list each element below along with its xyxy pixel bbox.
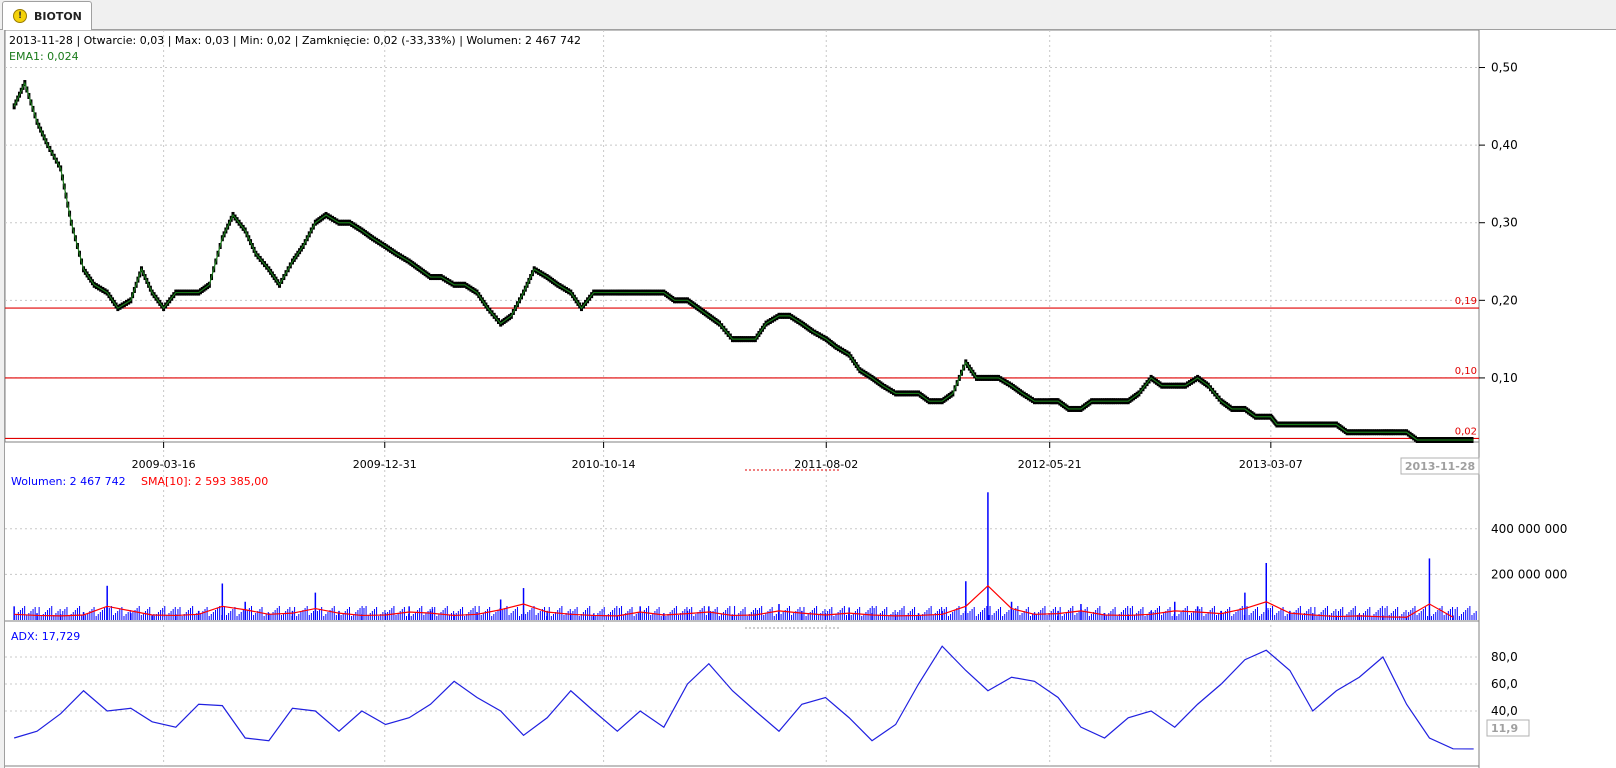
support-line-label: 0,02 [1455,426,1477,437]
info-volume: Wolumen: 2 467 742 [466,34,581,47]
x-tick-label: 2009-12-31 [353,458,417,471]
price-y-tick: 0,10 [1491,371,1518,385]
ema-line [13,81,1474,441]
x-tick-label: 2010-10-14 [572,458,636,471]
adx-y-tick: 80,0 [1491,650,1518,664]
price-series [12,80,1474,443]
volume-y-tick: 400 000 000 [1491,522,1567,536]
cursor-date: 2013-11-28 [1405,460,1475,473]
adx-line [13,645,1474,750]
support-line-label: 0,10 [1455,366,1477,377]
info-low: Min: 0,02 [240,34,291,47]
support-line-label: 0,19 [1455,296,1477,307]
x-tick-label: 2011-08-02 [794,458,858,471]
info-open: Otwarcie: 0,03 [84,34,165,47]
info-high: Max: 0,03 [175,34,229,47]
adx-label: ADX: 17,729 [11,630,80,643]
warning-icon: ! [13,9,27,23]
cursor-date-box [1400,457,1480,475]
volume-y-tick: 200 000 000 [1491,567,1567,581]
stock-chart[interactable]: 0,19 0,10 0,02 0,50 0,40 0,30 0,20 0,10 400 000… [5,30,1616,768]
adx-current-box [1486,719,1530,737]
y-axis-ticks: 0,50 0,40 0,30 0,20 0,10 400 000 000 200 000 0… [1479,61,1567,718]
ema-label: EMA1: 0,024 [9,50,79,63]
price-y-tick: 0,50 [1491,61,1518,75]
info-date: 2013-11-28 [9,34,73,47]
x-axis-ticks: 2009-03-16 2009-12-31 2010-10-14 2011-08-02… [132,442,1303,471]
tab-bioton[interactable]: ! BIOTON [2,1,92,30]
volume-label: Wolumen: 2 467 742 [11,475,126,488]
price-panel-frame [5,30,1480,443]
adx-y-tick: 40,0 [1491,704,1518,718]
x-tick-label: 2012-05-21 [1018,458,1082,471]
price-y-tick: 0,30 [1491,216,1518,230]
tab-bar: ! BIOTON [0,0,1616,30]
info-close: Zamknięcie: 0,02 (-33,33%) [302,34,456,47]
price-y-tick: 0,20 [1491,293,1518,307]
support-lines: 0,19 0,10 0,02 [5,296,1479,440]
sma-line [14,584,1454,618]
x-tick-label: 2009-03-16 [132,458,196,471]
adx-y-tick: 60,0 [1491,677,1518,691]
x-tick-label: 2013-03-07 [1239,458,1303,471]
price-info: 2013-11-28 | Otwarcie: 0,03 | Max: 0,03 … [9,34,581,47]
adx-current: 11,9 [1491,722,1518,735]
tab-label: BIOTON [34,9,82,23]
sma-label: SMA[10]: 2 593 385,00 [141,475,268,488]
price-y-tick: 0,40 [1491,138,1518,152]
volume-series [13,492,1477,620]
chart-area[interactable]: 0,19 0,10 0,02 0,50 0,40 0,30 0,20 0,10 400 000… [4,30,1616,768]
adx-series [13,645,1474,750]
